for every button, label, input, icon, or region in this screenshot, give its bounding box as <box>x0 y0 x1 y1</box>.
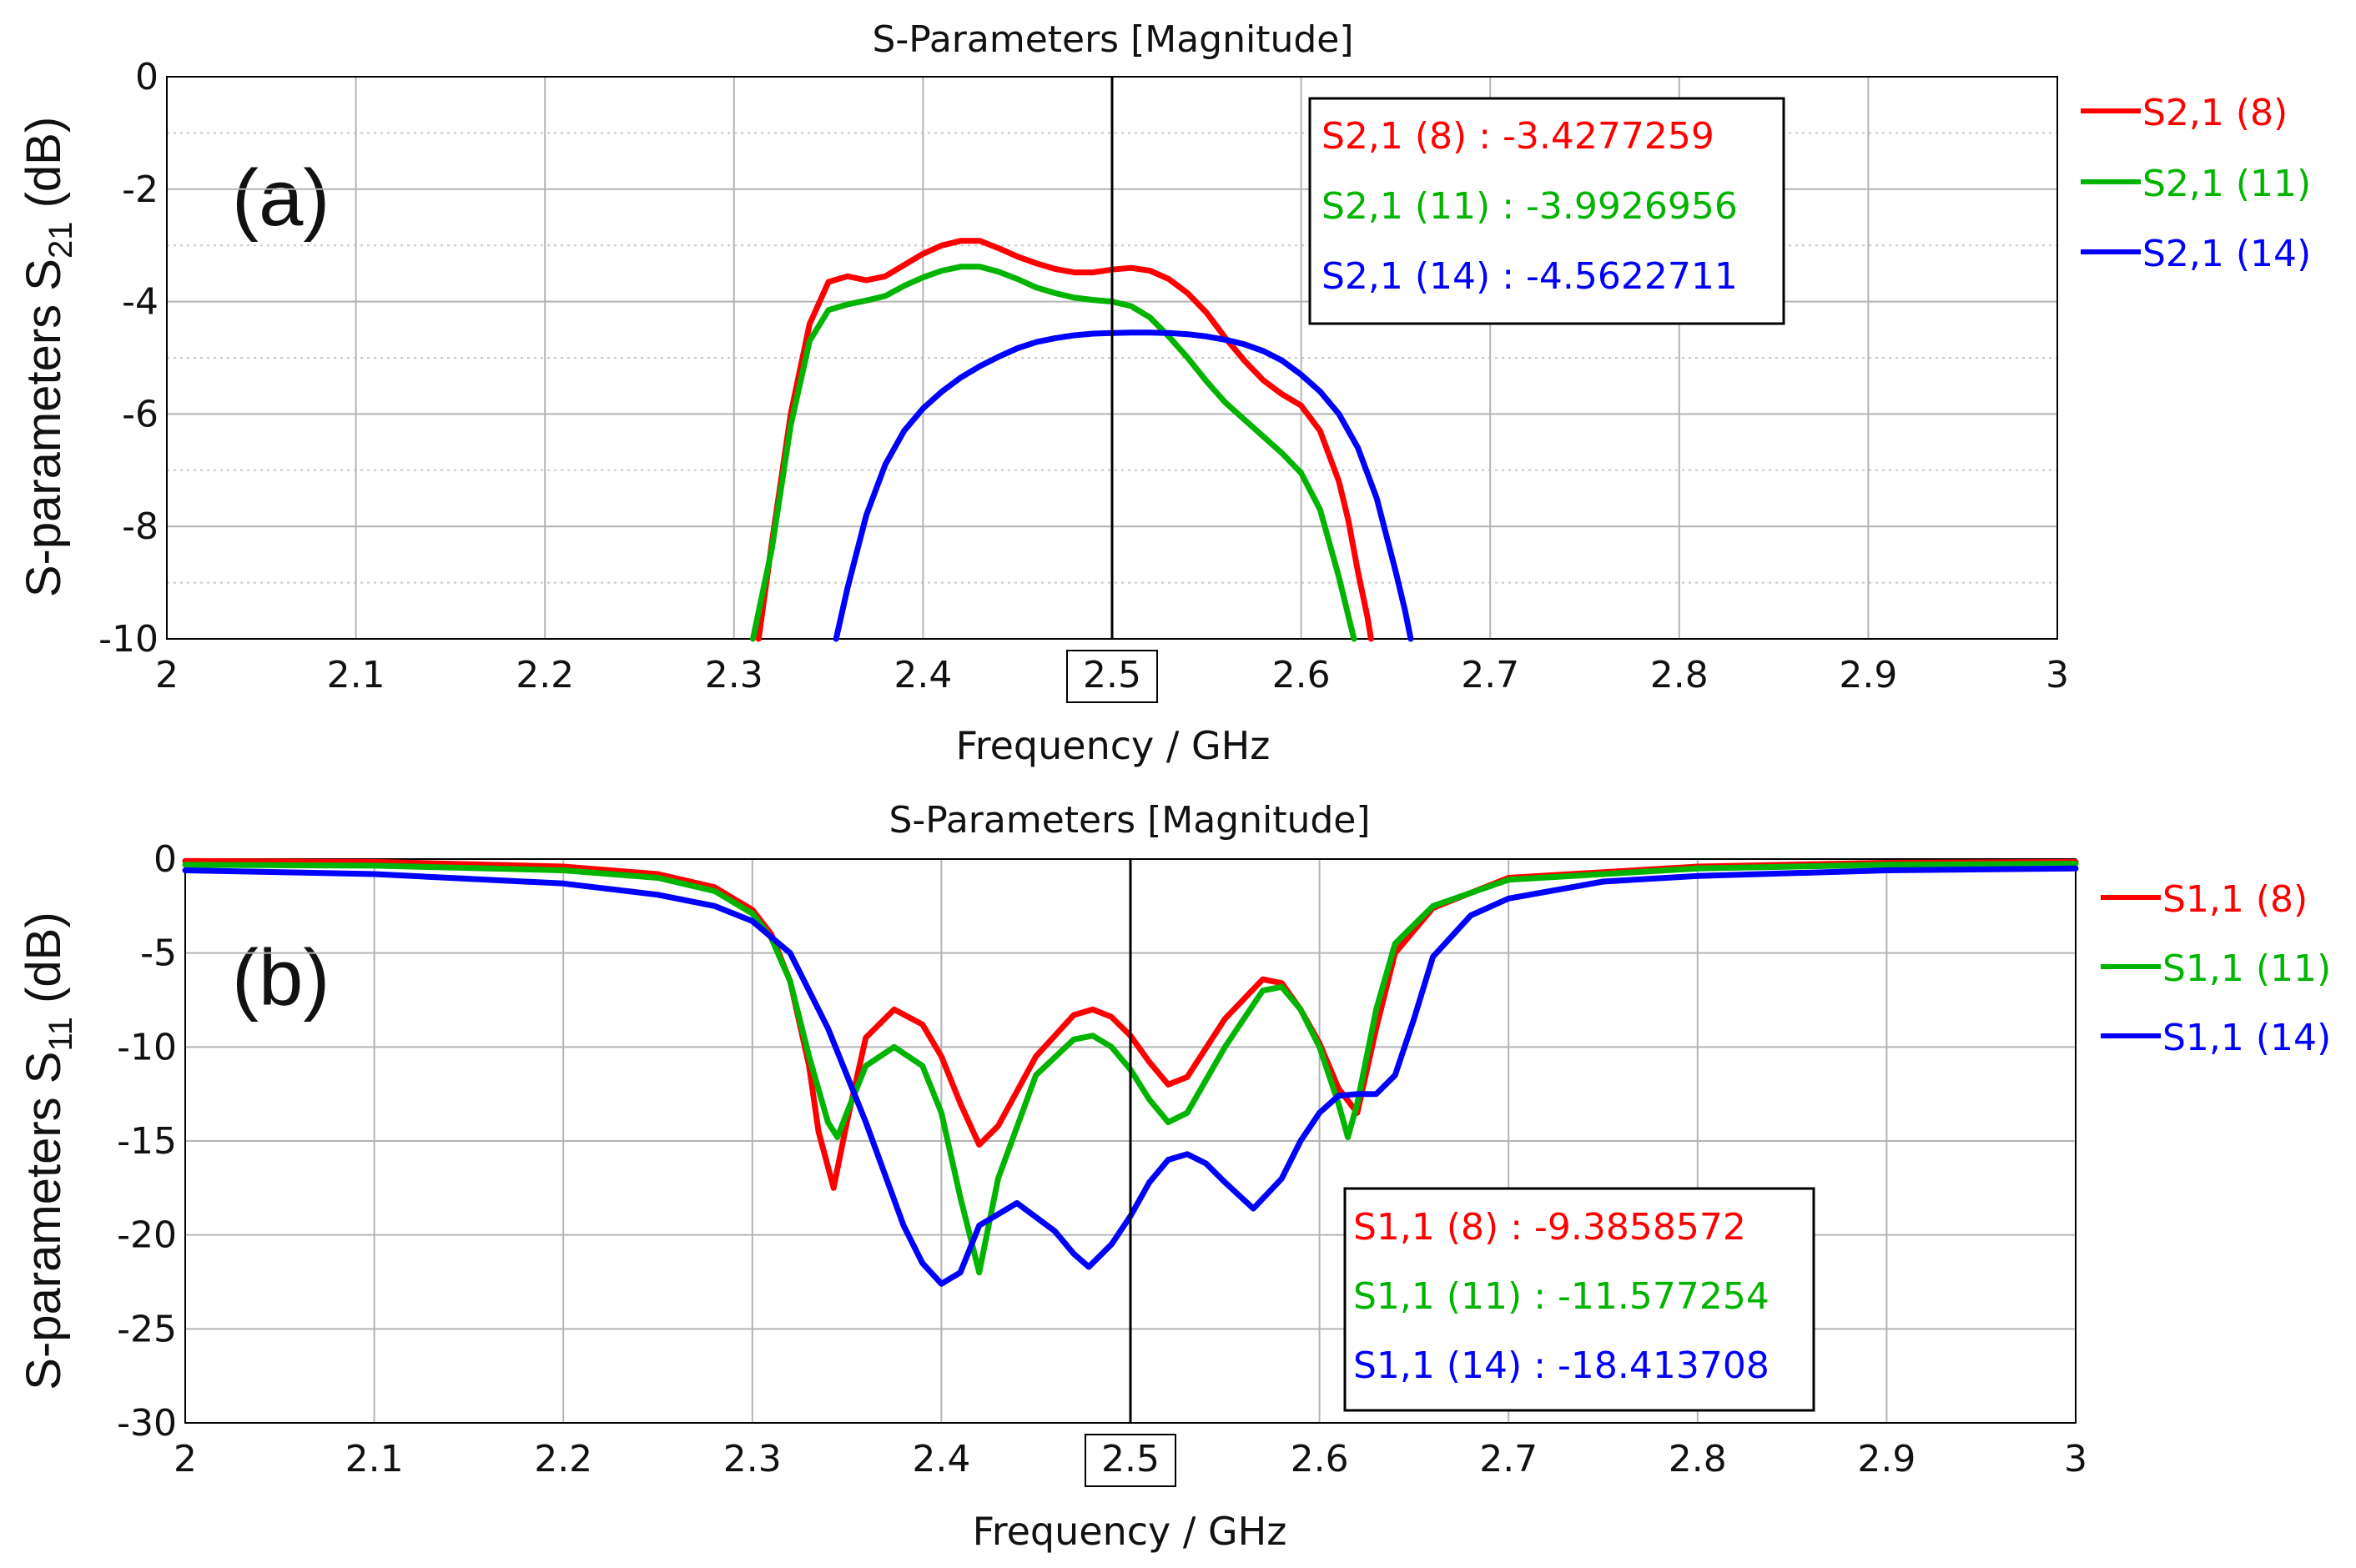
y-tick-label: -2 <box>122 168 159 211</box>
svg-text:S-parameters S21 (dB): S-parameters S21 (dB) <box>17 117 79 597</box>
readout-line: S2,1 (11) : -3.9926956 <box>1321 185 1738 228</box>
y-tick-label: 0 <box>154 838 177 881</box>
x-tick-label: 2.4 <box>912 1438 970 1480</box>
readout-line: S2,1 (14) : -4.5622711 <box>1321 255 1738 298</box>
marker-readout-box <box>1343 1187 1815 1412</box>
y-tick-label: -30 <box>117 1402 177 1445</box>
x-tick-label: 2.8 <box>1669 1438 1727 1480</box>
x-tick-label: 2 <box>155 654 179 696</box>
x-axis-label: Frequency / GHz <box>956 723 1271 768</box>
legend: S1,1 (8) S1,1 (11) S1,1 (14) <box>2101 878 2331 1059</box>
x-tick-label: 2.5 <box>1101 1438 1160 1480</box>
chart-title: S-Parameters [Magnitude] <box>872 18 1353 61</box>
x-tick-label: 2.1 <box>327 654 385 696</box>
y-axis-label-subscript: 11 <box>43 1017 79 1052</box>
series-group <box>750 238 1414 642</box>
chart-title: S-Parameters [Magnitude] <box>889 799 1370 842</box>
x-tick-label: 3 <box>2046 654 2069 696</box>
y-axis-label-unit: (dB) <box>17 912 71 1003</box>
y-tick-label: -10 <box>98 618 159 661</box>
x-tick-label: 2 <box>174 1438 197 1480</box>
chart-b: S-Parameters [Magnitude] (b) S-parameter… <box>17 799 2331 1554</box>
x-ticks: 2 2.1 2.2 2.3 2.4 2.5 2.6 2.7 2.8 2.9 3 <box>155 654 2069 696</box>
chart-a: S-Parameters [Magnitude] (a) S-parameter… <box>17 18 2311 768</box>
y-tick-label: -25 <box>117 1308 177 1350</box>
x-tick-label: 2.4 <box>894 654 952 696</box>
marker-readout: S2,1 (8) : -3.4277259 S2,1 (11) : -3.992… <box>1308 97 1785 325</box>
marker-x-box <box>1066 650 1158 703</box>
x-tick-label: 3 <box>2064 1438 2087 1480</box>
legend-entry: S2,1 (11) <box>2142 163 2311 205</box>
legend-entry: S2,1 (8) <box>2142 92 2288 134</box>
y-axis-label-text: S-parameters S <box>17 259 71 597</box>
y-tick-label: -20 <box>117 1214 177 1257</box>
legend-entry: S1,1 (14) <box>2162 1017 2331 1059</box>
legend-entry: S2,1 (14) <box>2142 233 2311 275</box>
panel-label: (a) <box>232 153 330 243</box>
series-line <box>182 865 2079 1287</box>
readout-line: S1,1 (14) : -18.413708 <box>1353 1344 1770 1387</box>
x-tick-label: 2.2 <box>534 1438 592 1480</box>
x-tick-label: 2.7 <box>1461 654 1519 696</box>
readout-line: S1,1 (11) : -11.577254 <box>1353 1275 1770 1318</box>
legend: S2,1 (8) S2,1 (11) S2,1 (14) <box>2081 92 2311 275</box>
series-line <box>833 329 1414 642</box>
svg-text:S-parameters S11 (dB): S-parameters S11 (dB) <box>17 912 79 1390</box>
x-tick-label: 2.9 <box>1857 1438 1916 1480</box>
x-tick-label: 2.1 <box>345 1438 404 1480</box>
series-line <box>750 264 1357 642</box>
series-group <box>182 857 2079 1287</box>
y-tick-label: 0 <box>135 56 159 98</box>
y-axis-label-subscript: 21 <box>43 222 79 259</box>
x-tick-label: 2.5 <box>1083 654 1141 696</box>
y-tick-label: -4 <box>122 281 159 324</box>
y-axis-label: S-parameters S11 (dB) <box>17 912 79 1390</box>
readout-line: S1,1 (8) : -9.3858572 <box>1353 1206 1746 1249</box>
legend-entry: S1,1 (11) <box>2162 947 2331 990</box>
x-tick-label: 2.3 <box>705 654 763 696</box>
y-tick-label: -15 <box>117 1120 177 1163</box>
y-ticks: 0 -2 -4 -6 -8 -10 <box>98 56 159 661</box>
legend-entry: S1,1 (8) <box>2162 878 2308 921</box>
x-tick-label: 2.7 <box>1479 1438 1538 1480</box>
x-tick-label: 2.8 <box>1650 654 1709 696</box>
series-line <box>182 861 2079 1276</box>
panel-label: (b) <box>232 933 330 1023</box>
x-tick-label: 2.6 <box>1272 654 1331 696</box>
y-axis-label-spacer <box>17 208 71 221</box>
x-tick-label: 2.9 <box>1839 654 1897 696</box>
y-axis-label: S-parameters S21 (dB) <box>17 117 79 597</box>
y-axis-label-unit: (dB) <box>17 117 71 209</box>
y-ticks: 0 -5 -10 -15 -20 -25 -30 <box>117 838 177 1445</box>
marker-readout-box <box>1308 97 1785 325</box>
readout-line: S2,1 (8) : -3.4277259 <box>1321 115 1714 158</box>
x-tick-label: 2.2 <box>516 654 574 696</box>
series-line <box>755 238 1374 642</box>
x-tick-label: 2.3 <box>723 1438 782 1480</box>
y-tick-label: -8 <box>122 505 159 548</box>
x-ticks: 2 2.1 2.2 2.3 2.4 2.5 2.6 2.7 2.8 2.9 3 <box>174 1438 2087 1480</box>
x-axis-label: Frequency / GHz <box>973 1509 1287 1554</box>
x-tick-label: 2.6 <box>1291 1438 1349 1480</box>
y-tick-label: -6 <box>122 393 159 435</box>
y-axis-label-text: S-parameters S <box>17 1052 71 1390</box>
marker-readout: S1,1 (8) : -9.3858572 S1,1 (11) : -11.57… <box>1343 1187 1815 1412</box>
marker-x-box <box>1085 1434 1176 1487</box>
y-tick-label: -5 <box>140 932 177 975</box>
y-axis-label-spacer <box>17 1003 71 1017</box>
y-tick-label: -10 <box>117 1026 177 1068</box>
